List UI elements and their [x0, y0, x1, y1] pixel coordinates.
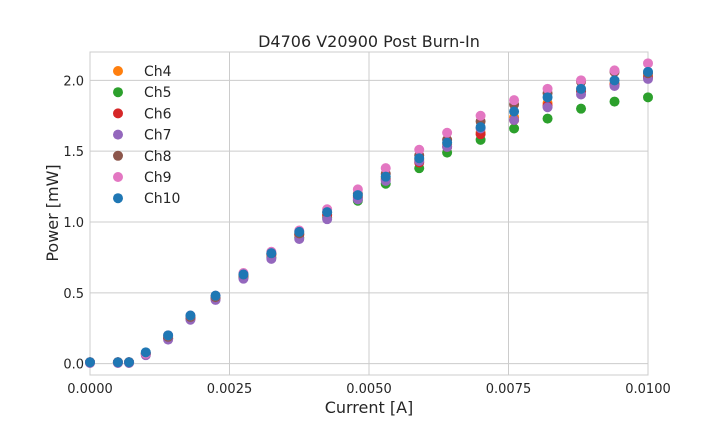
data-point-ch10 [475, 122, 486, 133]
data-point-ch10 [210, 290, 221, 301]
data-point-ch5 [576, 103, 587, 114]
data-point-ch10 [576, 83, 587, 94]
data-point-ch10 [542, 92, 553, 103]
y-tick-label: 1.5 [63, 145, 84, 160]
legend-marker-ch6 [113, 108, 123, 119]
legend-marker-ch4 [113, 66, 123, 76]
legend-marker-ch7 [113, 129, 123, 140]
data-point-ch9 [414, 144, 425, 155]
data-point-ch10 [238, 269, 249, 280]
data-point-ch7 [542, 102, 553, 113]
data-point-ch9 [509, 95, 520, 106]
legend-label: Ch10 [144, 191, 180, 207]
data-point-ch10 [322, 207, 333, 218]
y-axis-label: Power [mW] [43, 164, 62, 261]
y-tick-label: 0.0 [63, 358, 84, 373]
data-point-ch10 [643, 66, 653, 77]
y-tick-label: 1.0 [63, 216, 84, 231]
x-tick-label: 0.0025 [207, 382, 253, 397]
data-point-ch9 [380, 163, 391, 174]
data-point-ch9 [609, 65, 620, 76]
x-tick-label: 0.0100 [625, 382, 671, 397]
data-point-ch7 [322, 214, 333, 225]
legend-label: Ch7 [144, 128, 172, 144]
legend-label: Ch8 [144, 149, 172, 165]
data-point-ch10 [124, 357, 135, 368]
data-point-ch7 [509, 115, 520, 125]
data-point-ch5 [609, 96, 620, 107]
data-point-ch10 [352, 190, 363, 201]
legend-label: Ch4 [144, 64, 172, 80]
chart-title: D4706 V20900 Post Burn-In [258, 32, 480, 51]
legend-marker-ch10 [113, 193, 123, 204]
plot-frame [89, 51, 649, 376]
data-point-ch10 [140, 347, 151, 358]
data-point-ch9 [475, 110, 486, 121]
legend-label: Ch9 [144, 170, 172, 186]
data-point-ch10 [509, 106, 520, 117]
data-point-ch9 [442, 127, 453, 138]
data-point-ch10 [442, 137, 453, 148]
legend-marker-ch8 [113, 150, 123, 161]
x-tick-label: 0.0000 [67, 382, 113, 397]
x-axis-label: Current [A] [325, 398, 414, 417]
data-point-ch5 [542, 113, 553, 124]
y-tick-label: 0.5 [63, 287, 84, 302]
data-point-ch10 [112, 357, 123, 368]
y-tick-label: 2.0 [63, 74, 84, 89]
legend-label: Ch5 [144, 85, 172, 101]
data-point-ch5 [643, 92, 653, 103]
data-point-ch9 [576, 75, 587, 86]
legend-marker-ch9 [113, 172, 123, 182]
x-tick-label: 0.0075 [486, 382, 532, 397]
data-point-ch10 [163, 330, 174, 341]
data-point-ch10 [609, 75, 620, 86]
data-point-ch9 [542, 83, 553, 94]
legend-label: Ch6 [144, 106, 172, 122]
data-point-ch10 [85, 357, 95, 368]
legend-marker-ch5 [113, 87, 123, 98]
data-point-ch10 [294, 226, 305, 237]
x-tick-label: 0.0050 [346, 382, 392, 397]
data-point-ch10 [380, 171, 391, 182]
data-point-ch10 [414, 153, 425, 164]
data-point-ch9 [643, 58, 653, 69]
data-point-ch10 [266, 248, 277, 259]
data-point-ch10 [185, 310, 196, 321]
data-point-ch5 [509, 123, 520, 134]
